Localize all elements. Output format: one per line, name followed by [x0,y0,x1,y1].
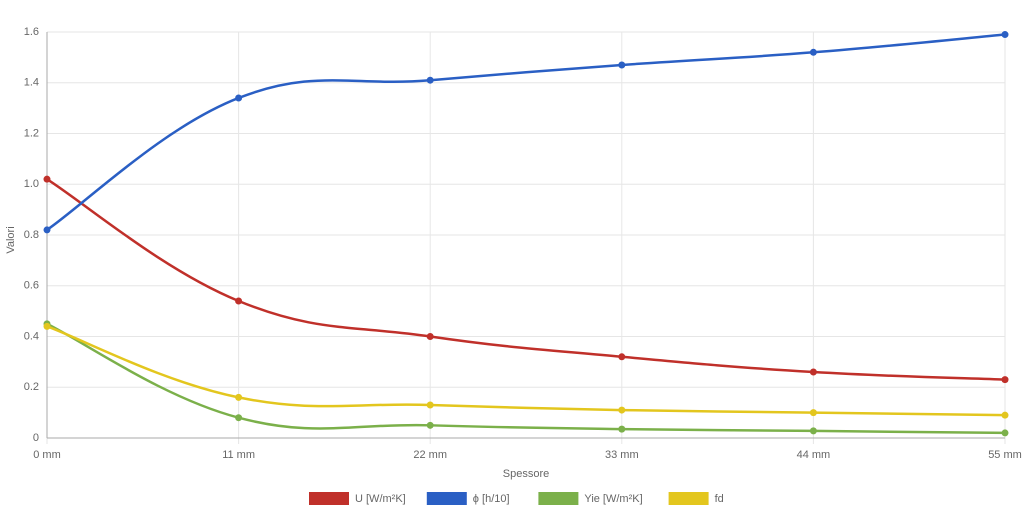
data-point [426,421,434,429]
data-point [618,425,626,433]
data-point [43,322,51,330]
data-point [1001,429,1009,437]
y-tick-label: 0.6 [24,280,39,292]
data-point [426,333,434,340]
x-tick-label: 22 mm [413,449,447,461]
y-tick-label: 0.8 [24,229,39,241]
data-point [809,427,817,435]
x-tick-label: 33 mm [605,449,639,461]
data-point [43,226,51,234]
legend-swatch[interactable] [309,492,349,505]
y-tick-label: 1.6 [24,26,39,38]
data-point [618,353,626,361]
legend-label[interactable]: fd [715,493,724,505]
data-point [235,414,243,422]
legend-swatch[interactable] [538,492,579,505]
legend-label[interactable]: U [W/m²K] [355,493,406,505]
y-tick-label: 0 [33,432,39,444]
y-tick-label: 1.4 [24,77,39,89]
series-line [46,178,1006,381]
data-point [1001,376,1009,384]
y-tick-label: 1.2 [24,127,39,139]
legend-label[interactable]: ϕ [h/10] [473,493,510,505]
data-point [618,61,626,69]
series-line [46,322,1006,435]
x-axis-label: Spessore [503,468,549,480]
data-point [809,48,817,56]
x-tick-label: 0 mm [33,449,61,461]
data-point [426,401,434,409]
y-axis-label: Valori [5,226,17,253]
series-line [46,33,1006,231]
legend-swatch[interactable] [426,492,467,505]
data-point [1001,411,1009,419]
data-point [235,94,243,102]
data-point [618,406,626,414]
data-point [426,76,434,84]
y-tick-label: 0.2 [24,381,39,393]
x-tick-label: 11 mm [222,449,255,461]
legend-swatch[interactable] [668,492,709,505]
data-point [235,393,243,401]
data-point [43,175,51,183]
x-tick-label: 55 mm [988,449,1022,461]
y-tick-label: 1.0 [24,178,39,190]
data-point [235,297,243,305]
series-line [46,325,1006,417]
y-tick-label: 0.4 [24,330,39,342]
x-tick-label: 44 mm [797,449,831,461]
data-point [1001,31,1009,39]
legend-label[interactable]: Yie [W/m²K] [584,493,642,505]
data-point [809,409,817,417]
data-point [809,368,817,376]
